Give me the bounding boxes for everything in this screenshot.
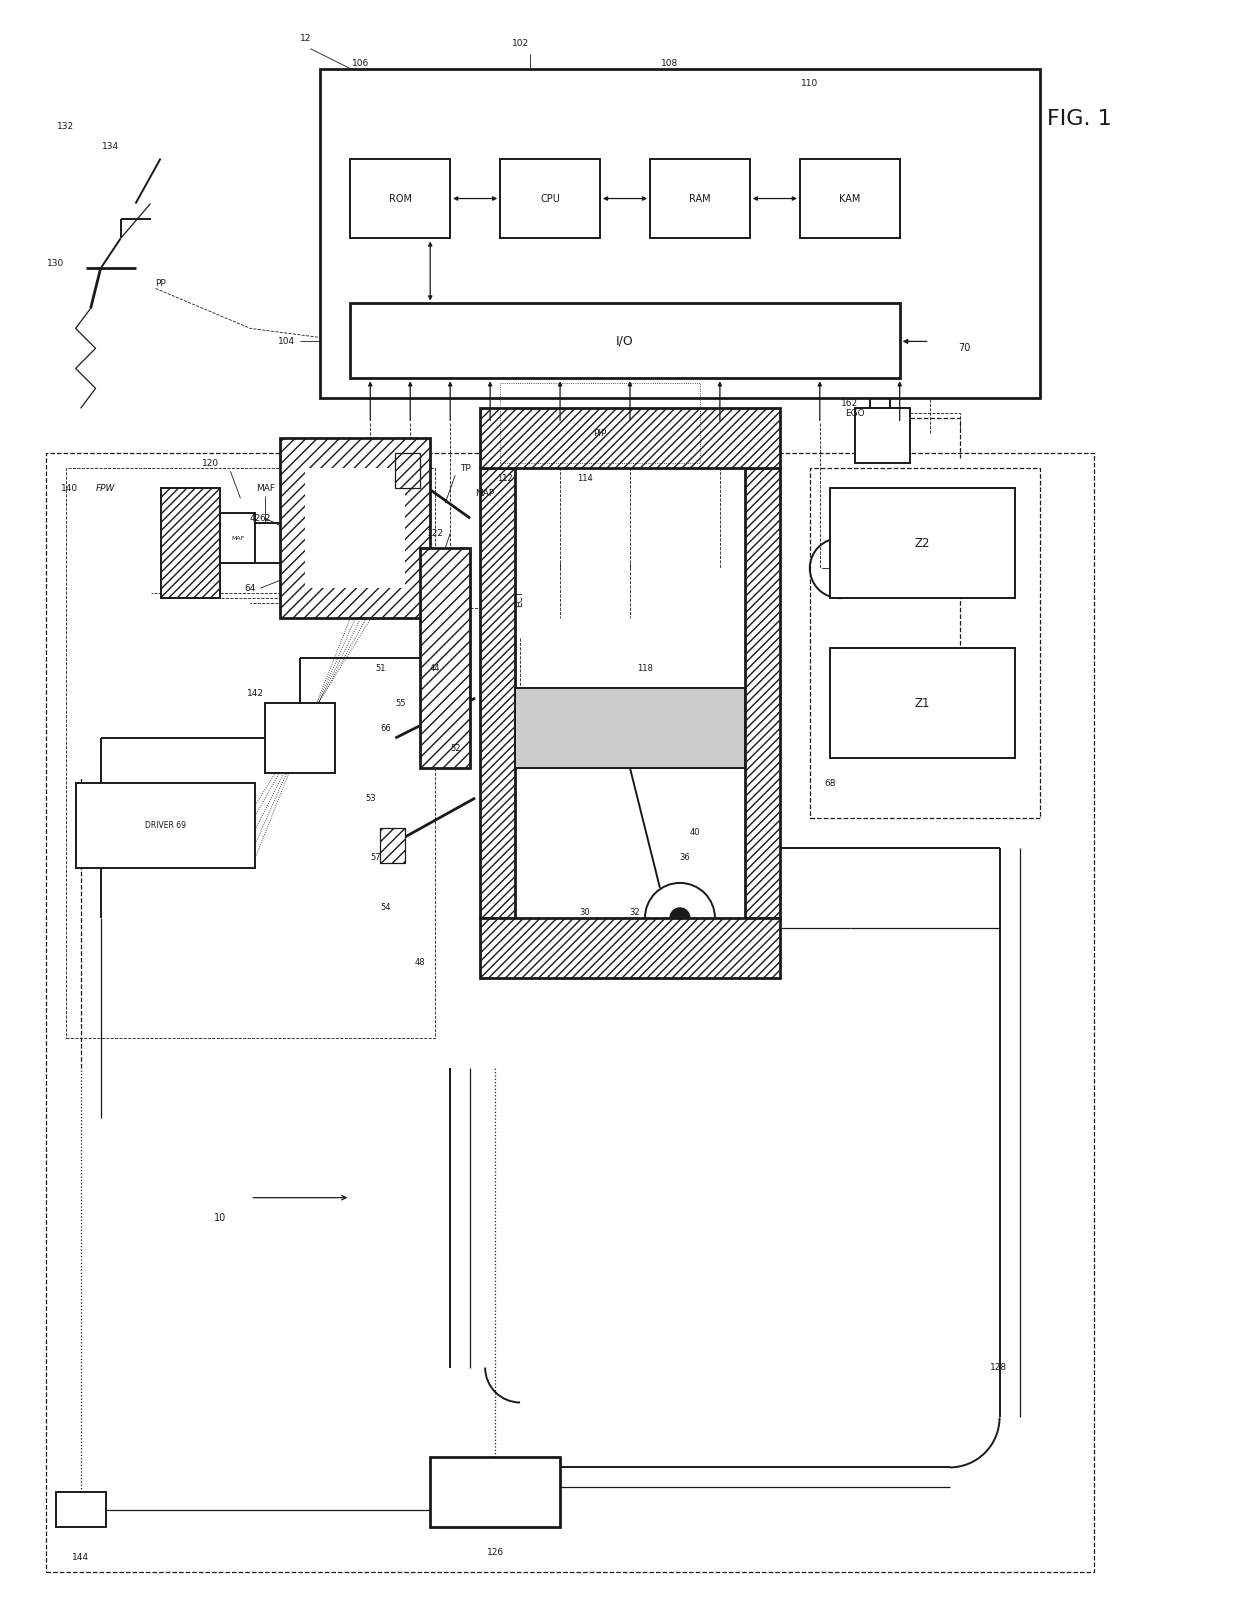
- Text: MAF: MAF: [232, 536, 246, 540]
- Bar: [650, 159, 750, 238]
- Text: I/O: I/O: [616, 335, 634, 348]
- Text: 52: 52: [450, 744, 460, 752]
- Text: EGO: EGO: [844, 409, 864, 417]
- Text: 112: 112: [497, 474, 513, 482]
- Text: 12: 12: [300, 34, 311, 44]
- Text: 144: 144: [72, 1553, 89, 1561]
- Bar: [480, 917, 780, 977]
- Text: 102: 102: [512, 39, 528, 49]
- Bar: [396, 453, 420, 489]
- Bar: [265, 704, 335, 773]
- Text: 114: 114: [577, 474, 593, 482]
- Text: Z2: Z2: [914, 537, 930, 550]
- Text: 68: 68: [825, 778, 836, 788]
- Text: 44: 44: [430, 663, 440, 673]
- Bar: [810, 468, 1039, 819]
- Bar: [830, 649, 1014, 759]
- Text: 40: 40: [689, 828, 701, 838]
- Bar: [351, 159, 450, 238]
- Text: 142: 142: [247, 689, 264, 697]
- Text: 120: 120: [202, 460, 219, 468]
- Bar: [46, 453, 1095, 1573]
- Bar: [515, 688, 745, 769]
- Bar: [351, 304, 900, 379]
- Text: 32: 32: [630, 908, 640, 917]
- Text: 162: 162: [841, 400, 858, 408]
- Circle shape: [670, 908, 689, 927]
- Text: 134: 134: [102, 142, 119, 150]
- Text: 42: 42: [249, 515, 260, 523]
- Text: 106: 106: [352, 60, 370, 68]
- Bar: [160, 489, 221, 599]
- Text: 30: 30: [580, 908, 590, 917]
- Bar: [56, 1492, 105, 1527]
- Text: 66: 66: [379, 723, 391, 733]
- Text: 122: 122: [427, 529, 444, 537]
- Bar: [221, 513, 255, 563]
- Bar: [76, 783, 255, 867]
- Bar: [500, 383, 699, 463]
- Text: 51: 51: [374, 663, 386, 673]
- Text: 130: 130: [47, 259, 64, 269]
- Text: 118: 118: [637, 663, 653, 673]
- Text: 108: 108: [661, 60, 678, 68]
- Text: FIG. 1: FIG. 1: [1047, 108, 1112, 128]
- Text: 57: 57: [370, 853, 381, 862]
- Text: KAM: KAM: [839, 194, 861, 204]
- Text: 10: 10: [215, 1212, 227, 1223]
- Text: 126: 126: [486, 1548, 503, 1557]
- Text: 62: 62: [259, 515, 272, 523]
- Text: 132: 132: [57, 121, 74, 131]
- Text: 53: 53: [365, 793, 376, 803]
- Text: 54: 54: [379, 903, 391, 913]
- Text: TP: TP: [460, 464, 470, 472]
- Text: FPW: FPW: [95, 484, 115, 493]
- Bar: [430, 1458, 560, 1527]
- Text: MAP: MAP: [475, 489, 495, 498]
- Text: 70: 70: [959, 343, 971, 353]
- Bar: [280, 438, 430, 618]
- Bar: [320, 68, 1039, 398]
- Text: Z1: Z1: [914, 697, 930, 710]
- Text: DRIVER 69: DRIVER 69: [145, 820, 186, 830]
- Bar: [381, 828, 405, 862]
- Bar: [66, 468, 435, 1037]
- Bar: [500, 159, 600, 238]
- Bar: [800, 159, 900, 238]
- Text: 36: 36: [680, 853, 691, 862]
- Text: CPU: CPU: [541, 194, 560, 204]
- Bar: [830, 489, 1014, 599]
- Bar: [480, 468, 515, 917]
- Bar: [420, 549, 470, 769]
- Bar: [305, 468, 405, 589]
- Text: 110: 110: [801, 79, 818, 87]
- Text: PIP: PIP: [593, 429, 606, 438]
- Bar: [854, 408, 910, 463]
- Text: 104: 104: [278, 337, 295, 346]
- Text: RAM: RAM: [689, 194, 711, 204]
- Text: ROM: ROM: [389, 194, 412, 204]
- Bar: [480, 408, 780, 468]
- Text: PP: PP: [155, 278, 166, 288]
- Text: ECT: ECT: [516, 589, 525, 607]
- Text: 48: 48: [415, 958, 425, 968]
- Text: 64: 64: [244, 584, 255, 592]
- Text: 128: 128: [990, 1362, 1007, 1372]
- Text: MAF: MAF: [255, 484, 275, 493]
- Text: 55: 55: [396, 699, 405, 707]
- Text: 140: 140: [61, 484, 78, 493]
- Bar: [745, 468, 780, 917]
